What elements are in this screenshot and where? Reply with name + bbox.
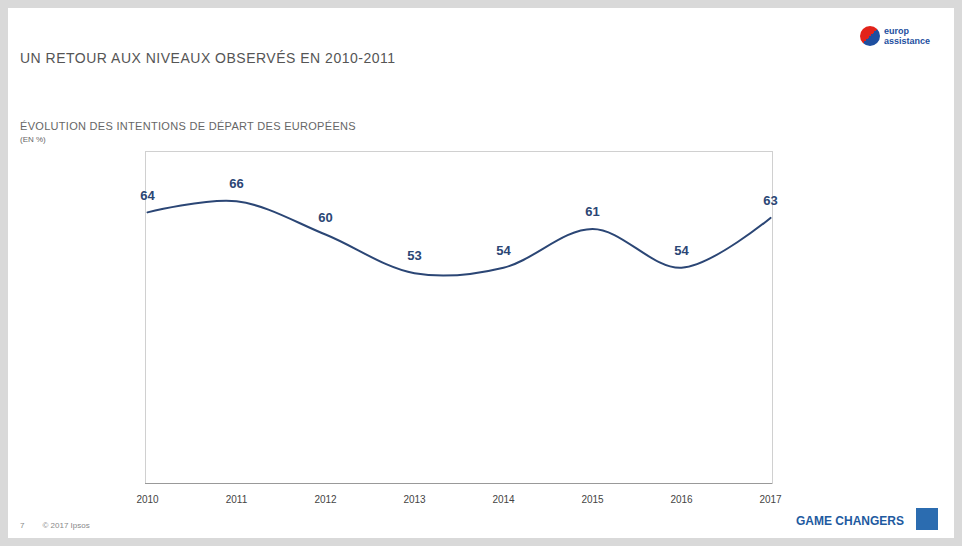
svg-text:54: 54 bbox=[674, 243, 689, 258]
svg-text:2015: 2015 bbox=[581, 494, 604, 505]
html-text:(EN %): (EN %) bbox=[20, 135, 46, 144]
svg-text:66: 66 bbox=[229, 176, 243, 191]
svg-text:54: 54 bbox=[496, 243, 511, 258]
html-text:GAME CHANGERS: GAME CHANGERS bbox=[796, 514, 904, 528]
svg-text:2016: 2016 bbox=[670, 494, 693, 505]
html-text:ÉVOLUTION DES INTENTIONS DE DÉ: ÉVOLUTION DES INTENTIONS DE DÉPART DES E… bbox=[20, 120, 356, 132]
svg-text:61: 61 bbox=[585, 204, 599, 219]
svg-text:2011: 2011 bbox=[226, 494, 248, 505]
html-text:UN RETOUR AUX NIVEAUX OBSERVÉS: UN RETOUR AUX NIVEAUX OBSERVÉS EN 2010-2… bbox=[20, 50, 396, 66]
html-text:europ assistance: europ assistance bbox=[884, 26, 930, 46]
svg-text:2012: 2012 bbox=[314, 494, 337, 505]
svg-text:60: 60 bbox=[318, 210, 332, 225]
svg-text:63: 63 bbox=[763, 193, 777, 208]
svg-text:53: 53 bbox=[407, 248, 421, 263]
svg-text:2017: 2017 bbox=[759, 494, 782, 505]
svg-text:64: 64 bbox=[140, 188, 155, 203]
svg-text:2010: 2010 bbox=[136, 494, 159, 505]
html-text:7: 7 bbox=[20, 521, 25, 530]
svg-text:2013: 2013 bbox=[403, 494, 426, 505]
html-text:© 2017 Ipsos: © 2017 Ipsos bbox=[42, 521, 90, 530]
svg-text:2014: 2014 bbox=[492, 494, 515, 505]
